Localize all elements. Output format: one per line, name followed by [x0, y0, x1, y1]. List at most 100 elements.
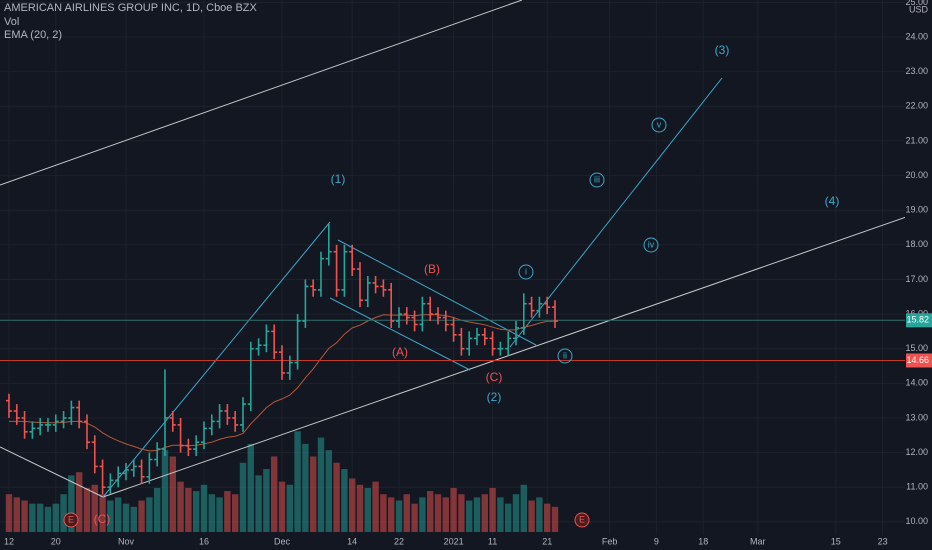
- title: AMERICAN AIRLINES GROUP INC, 1D, Cboe BZ…: [4, 2, 258, 14]
- price-axis: [905, 0, 932, 550]
- volume-bar: [411, 503, 418, 532]
- wave-label: i: [525, 266, 527, 276]
- volume-bar: [341, 469, 348, 532]
- price-pane: [0, 224, 905, 495]
- x-tick-label: Dec: [274, 536, 291, 546]
- volume-bar: [185, 487, 192, 532]
- volume-bar: [458, 494, 465, 532]
- y-tick-label: 13.00: [905, 412, 928, 422]
- volume-bar: [36, 503, 44, 532]
- y-tick-label: 25.00: [905, 0, 928, 7]
- currency: USD: [909, 4, 929, 14]
- volume-bar: [536, 497, 543, 532]
- annotation-ring: [557, 348, 573, 364]
- volume-bar: [239, 462, 247, 532]
- volume-bar: [543, 503, 551, 532]
- y-tick-label: 10.00: [905, 516, 928, 526]
- x-tick-label: 16: [199, 536, 209, 546]
- volume-bar: [309, 456, 317, 532]
- volume-bar: [333, 462, 340, 532]
- volume-bar: [44, 506, 52, 532]
- trend-line: [102, 207, 932, 498]
- volume-bar: [489, 487, 496, 532]
- volume-bar: [263, 469, 270, 532]
- y-tick-label: 21.00: [905, 135, 928, 145]
- wave-label: E: [579, 514, 585, 524]
- volume-bar: [161, 450, 169, 532]
- volume-bar: [528, 500, 535, 532]
- volume-bar: [520, 484, 527, 532]
- volume-bar: [68, 475, 75, 532]
- annotation-ring: [589, 172, 605, 188]
- wave-label: (B): [424, 262, 440, 276]
- x-tick-label: 12: [4, 536, 14, 546]
- y-tick-label: 11.00: [906, 482, 928, 492]
- volume-bar: [434, 494, 442, 532]
- volume-bar: [107, 500, 114, 532]
- volume-bar: [29, 503, 36, 532]
- volume-bar: [122, 503, 130, 532]
- volume-bar: [247, 443, 254, 532]
- wave-label: iv: [648, 239, 655, 249]
- volume-bar: [286, 484, 293, 532]
- volume-bar: [5, 494, 13, 532]
- volume-bar: [75, 472, 83, 532]
- legend-item: Vol: [4, 16, 19, 28]
- volume-bar: [497, 497, 504, 532]
- volume-bar: [450, 487, 457, 532]
- volume-bar: [255, 475, 262, 532]
- volume-bar: [395, 500, 403, 532]
- y-tick-label: 12.00: [905, 447, 928, 457]
- y-tick-label: 18.00: [905, 239, 928, 249]
- volume-bar: [419, 497, 426, 532]
- volume-bar: [465, 500, 473, 532]
- wave-label: (1): [331, 172, 346, 186]
- price-label: 15.82: [906, 315, 929, 325]
- volume-bar: [387, 497, 395, 532]
- y-tick-label: 23.00: [905, 66, 928, 76]
- y-tick-label: 19.00: [905, 205, 928, 215]
- x-tick-label: Nov: [118, 536, 135, 546]
- volume-bar: [13, 497, 20, 532]
- channel-line: [0, 0, 523, 186]
- volume-bar: [153, 487, 161, 532]
- annotation-ring: [63, 512, 79, 528]
- y-tick-label: 15.00: [905, 343, 928, 353]
- x-tick-label: 18: [698, 536, 708, 546]
- volume-bar: [403, 494, 410, 532]
- x-tick-label: 2021: [444, 536, 464, 546]
- projection-line: [509, 77, 723, 348]
- legend-item: EMA (20, 2): [4, 29, 62, 41]
- y-tick-label: 22.00: [905, 101, 928, 111]
- volume-bar: [52, 503, 59, 532]
- wave-label: E: [68, 514, 74, 524]
- x-tick-label: Feb: [602, 536, 618, 546]
- volume-bar: [372, 481, 379, 532]
- volume-bar: [138, 500, 145, 532]
- wave-label: (C): [94, 512, 111, 526]
- annotation-ring: [651, 117, 667, 133]
- volume-bar: [426, 491, 434, 532]
- price-badge: [906, 313, 932, 328]
- volume-bar: [224, 491, 231, 532]
- volume-bar: [208, 494, 215, 532]
- volume-bar: [294, 431, 301, 532]
- wave-label: iii: [594, 174, 600, 184]
- x-tick-label: 11: [488, 536, 497, 546]
- wave-label: ii: [563, 350, 567, 360]
- volume-bar: [169, 456, 176, 532]
- x-tick-label: 22: [394, 536, 404, 546]
- volume-bar: [278, 481, 286, 532]
- volume-pane: [5, 431, 559, 532]
- wave-line: [102, 221, 331, 498]
- volume-bar: [348, 478, 356, 532]
- volume-bar: [231, 494, 239, 532]
- alert-label: 14.66: [906, 355, 929, 365]
- volume-bar: [380, 494, 387, 532]
- volume-bar: [99, 494, 106, 532]
- y-tick-label: 17.00: [905, 274, 928, 284]
- wave-label: (4): [825, 194, 840, 208]
- y-tick-label: 24.00: [905, 31, 928, 41]
- volume-bar: [60, 494, 67, 532]
- volume-bar: [200, 484, 208, 532]
